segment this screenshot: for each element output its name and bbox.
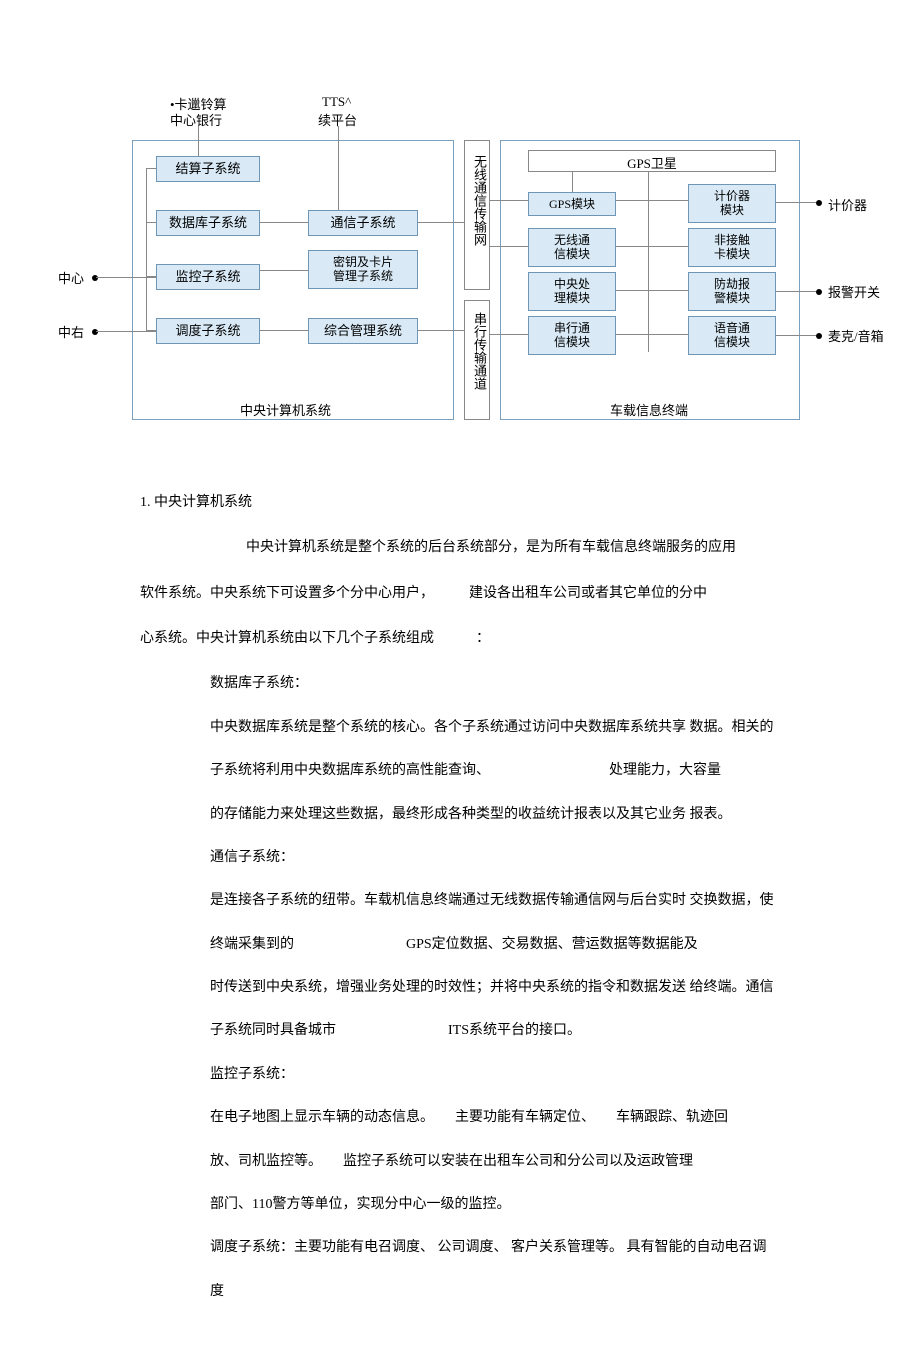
box-key-card-l1: 密钥及卡片	[333, 255, 393, 269]
box-meter-mod-l1: 计价器	[714, 189, 750, 203]
section-heading: 1. 中央计算机系统	[140, 490, 780, 515]
box-alarm-l1: 防劫报	[714, 277, 750, 291]
box-meter-mod-l2: 模块	[720, 203, 744, 217]
db-p1: 中央数据库系统是整个系统的核心。各个子系统通过访问中央数据库系统共享 数据。相关…	[210, 713, 780, 742]
dot-center	[92, 275, 98, 281]
box-serial: 串行通 信模块	[528, 316, 616, 355]
box-wireless-mod-l1: 无线通	[554, 233, 590, 247]
dispatch-p1: 调度子系统：主要功能有电召调度、 公司调度、 客户关系管理等。 具有智能的自动电…	[210, 1233, 780, 1262]
box-voice: 语音通 信模块	[688, 316, 776, 355]
label-central-bank: 中心银行	[170, 110, 222, 129]
box-gps-mod: GPS模块	[528, 192, 616, 216]
db-p2: 子系统将利用中央数据库系统的高性能查询、 处理能力，大容量	[210, 756, 780, 785]
dispatch-p2: 度	[210, 1277, 780, 1306]
dot-meter	[816, 200, 822, 206]
box-wireless-mod-l2: 信模块	[554, 247, 590, 261]
serial-channel-label: 串行传输通道	[470, 312, 489, 390]
box-cpu: 中央处 理模块	[528, 272, 616, 311]
box-key-card-l2: 管理子系统	[333, 269, 393, 283]
db-title: 数据库子系统：	[210, 669, 780, 698]
comm-p3: 时传送到中央系统，增强业务处理的时效性；并将中央系统的指令和数据发送 给终端。通…	[210, 973, 780, 1002]
mon-p3: 部门、110警方等单位，实现分中心一级的监控。	[210, 1190, 780, 1219]
box-serial-l1: 串行通	[554, 321, 590, 335]
intro-p1: 中央计算机系统是整个系统的后台系统部分，是为所有车载信息终端服务的应用	[190, 533, 780, 562]
comm-title: 通信子系统：	[210, 843, 780, 872]
box-dispatch: 调度子系统	[156, 318, 260, 344]
box-alarm-l2: 警模块	[714, 291, 750, 305]
box-key-card: 密钥及卡片 管理子系统	[308, 250, 418, 289]
db-block: 数据库子系统： 中央数据库系统是整个系统的核心。各个子系统通过访问中央数据库系统…	[210, 669, 780, 1306]
label-side-center: 中心	[58, 268, 84, 287]
box-wireless-mod: 无线通 信模块	[528, 228, 616, 267]
system-architecture-diagram: •卡邋铃算 中心银行 TTS^ 续平台 中央计算机系统 结算子系统 数据库子系统…	[100, 100, 890, 460]
label-side-center-right: 中右	[58, 322, 84, 341]
box-database: 数据库子系统	[156, 210, 260, 236]
intro-p2: 软件系统。中央系统下可设置多个分中心用户， 建设各出租车公司或者其它单位的分中	[140, 579, 780, 608]
label-meter: 计价器	[828, 195, 867, 214]
mon-p2: 放、司机监控等。 监控子系统可以安装在出租车公司和分公司以及运政管理	[210, 1147, 780, 1176]
comm-p4: 子系统同时具备城市 ITS系统平台的接口。	[210, 1016, 780, 1045]
dot-alarm	[816, 289, 822, 295]
intro-block: 中央计算机系统是整个系统的后台系统部分，是为所有车载信息终端服务的应用	[190, 533, 780, 562]
box-noncontact-l1: 非接触	[714, 233, 750, 247]
comm-p2: 终端采集到的 GPS定位数据、交易数据、营运数据等数据能及	[210, 930, 780, 959]
box-cpu-l2: 理模块	[554, 291, 590, 305]
box-voice-l1: 语音通	[714, 321, 750, 335]
left-group-title: 中央计算机系统	[240, 400, 331, 419]
dot-mic	[816, 333, 822, 339]
box-monitor: 监控子系统	[156, 264, 260, 290]
mon-title: 监控子系统：	[210, 1060, 780, 1089]
box-comm: 通信子系统	[308, 210, 418, 236]
article-body: 1. 中央计算机系统 中央计算机系统是整个系统的后台系统部分，是为所有车载信息终…	[140, 490, 780, 1306]
label-alarm-switch: 报警开关	[828, 282, 880, 301]
box-voice-l2: 信模块	[714, 335, 750, 349]
db-p3: 的存储能力来处理这些数据，最终形成各种类型的收益统计报表以及其它业务 报表。	[210, 800, 780, 829]
label-mic-speaker: 麦克/音箱	[828, 326, 884, 345]
right-group-title: 车载信息终端	[610, 400, 688, 419]
box-settlement: 结算子系统	[156, 156, 260, 182]
box-cpu-l1: 中央处	[554, 277, 590, 291]
intro-p3: 心系统。中央计算机系统由以下几个子系统组成 ：	[140, 624, 780, 653]
comm-p1: 是连接各子系统的纽带。车载机信息终端通过无线数据传输通信网与后台实时 交换数据，…	[210, 886, 780, 915]
box-serial-l2: 信模块	[554, 335, 590, 349]
wireless-channel-label: 无线通信传输网	[470, 155, 489, 246]
box-noncontact-l2: 卡模块	[714, 247, 750, 261]
box-noncontact: 非接触 卡模块	[688, 228, 776, 267]
mon-p1: 在电子地图上显示车辆的动态信息。 主要功能有车辆定位、 车辆跟踪、轨迹回	[210, 1103, 780, 1132]
box-alarm: 防劫报 警模块	[688, 272, 776, 311]
label-tts-caret: TTS^	[322, 94, 351, 110]
dot-center-right	[92, 329, 98, 335]
box-meter-mod: 计价器 模块	[688, 184, 776, 223]
box-integrated: 综合管理系统	[308, 318, 418, 344]
gps-sat-bar: GPS卫星	[528, 150, 776, 172]
